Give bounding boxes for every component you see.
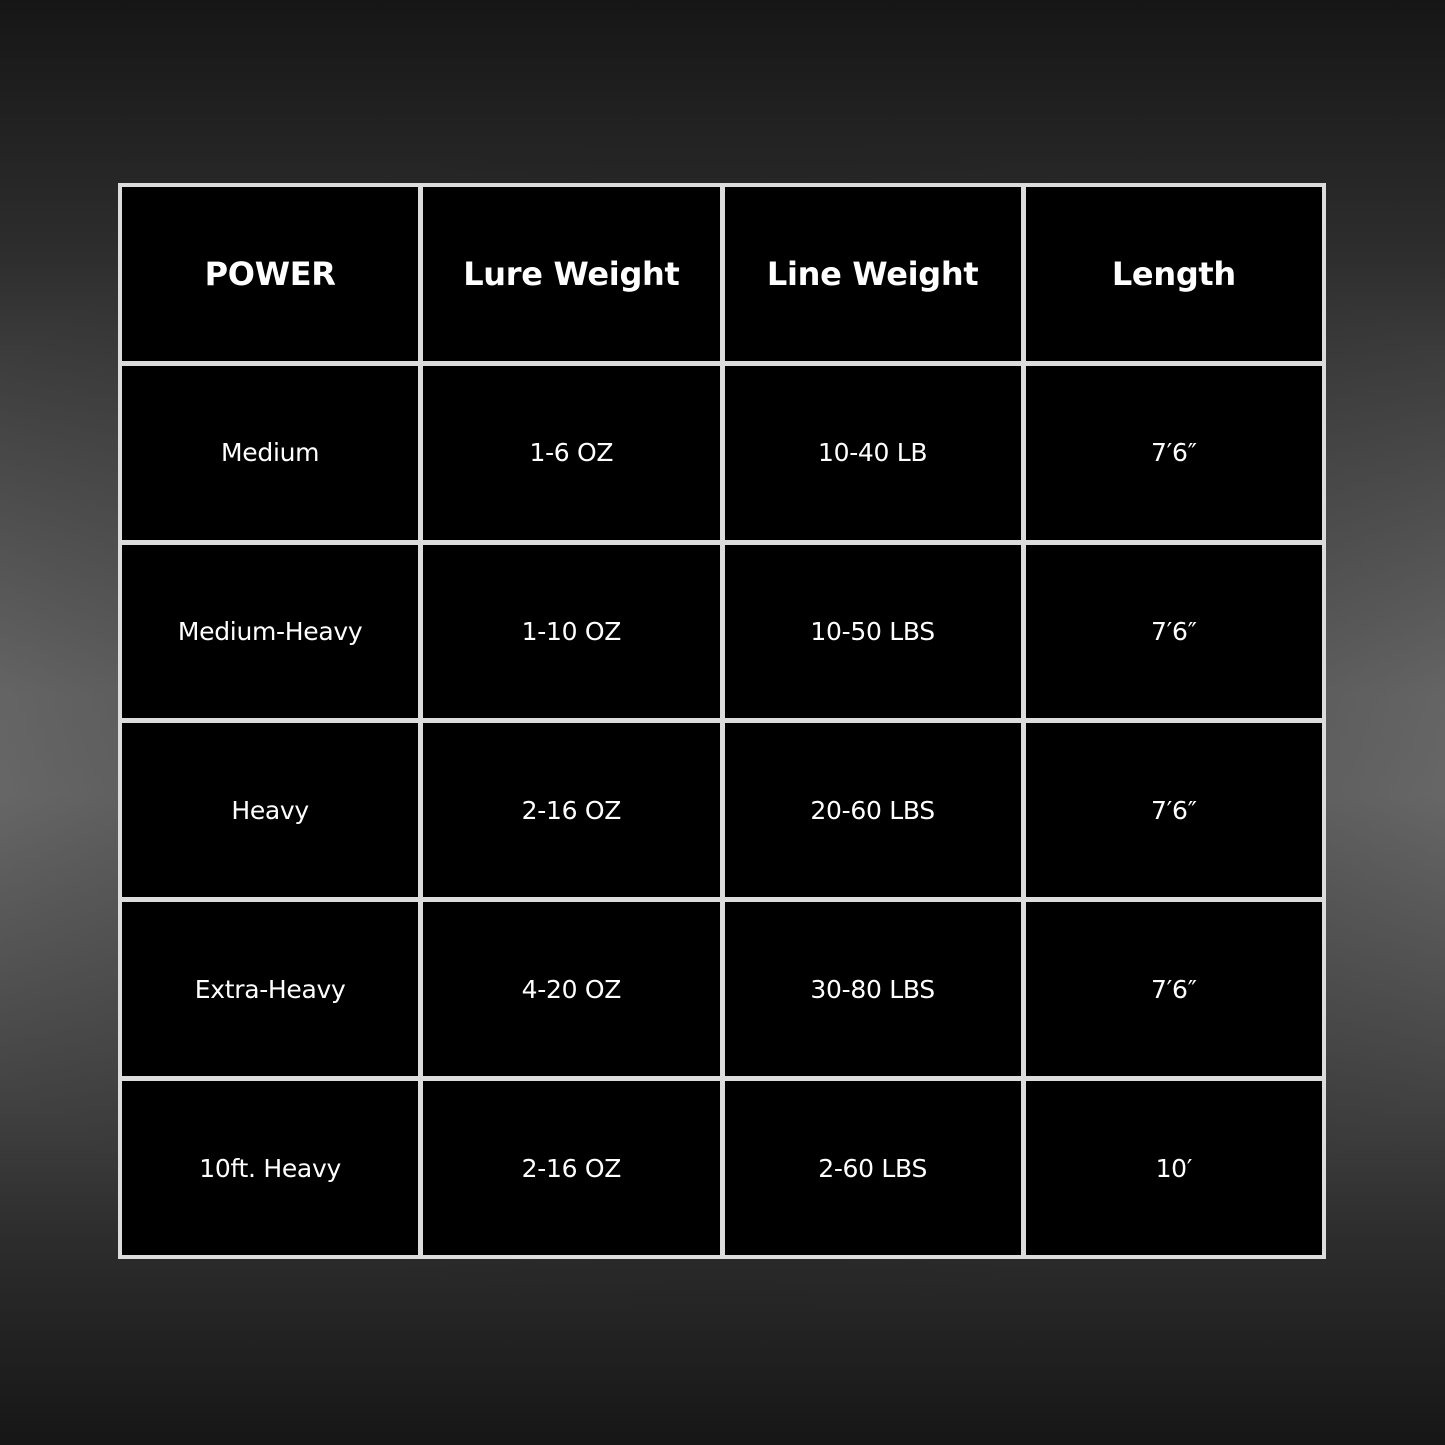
table-cell: 10ft. Heavy bbox=[122, 1081, 419, 1255]
table-cell: 7′6″ bbox=[1025, 544, 1322, 719]
table-cell: 7′6″ bbox=[1025, 723, 1322, 898]
table-cell: 2-60 LBS bbox=[724, 1081, 1021, 1255]
table-cell: 2-16 OZ bbox=[423, 723, 720, 898]
table-cell: Heavy bbox=[122, 723, 419, 898]
column-header: POWER bbox=[122, 187, 419, 361]
spec-table: POWER Lure Weight Line Weight Length Medium 1… bbox=[118, 183, 1326, 1259]
table-cell: 1-10 OZ bbox=[423, 544, 720, 719]
table-cell: 7′6″ bbox=[1025, 902, 1322, 1077]
column-header: Length bbox=[1025, 187, 1322, 361]
table-cell: Medium-Heavy bbox=[122, 544, 419, 719]
table-cell: 10′ bbox=[1025, 1081, 1322, 1255]
table-cell: 7′6″ bbox=[1025, 365, 1322, 540]
table-cell: Extra-Heavy bbox=[122, 902, 419, 1077]
table-cell: 30-80 LBS bbox=[724, 902, 1021, 1077]
table-cell: 1-6 OZ bbox=[423, 365, 720, 540]
table-cell: 2-16 OZ bbox=[423, 1081, 720, 1255]
table-cell: Medium bbox=[122, 365, 419, 540]
table-cell: 10-40 LB bbox=[724, 365, 1021, 540]
table-cell: 4-20 OZ bbox=[423, 902, 720, 1077]
table-cell: 10-50 LBS bbox=[724, 544, 1021, 719]
column-header: Lure Weight bbox=[423, 187, 720, 361]
table-cell: 20-60 LBS bbox=[724, 723, 1021, 898]
column-header: Line Weight bbox=[724, 187, 1021, 361]
